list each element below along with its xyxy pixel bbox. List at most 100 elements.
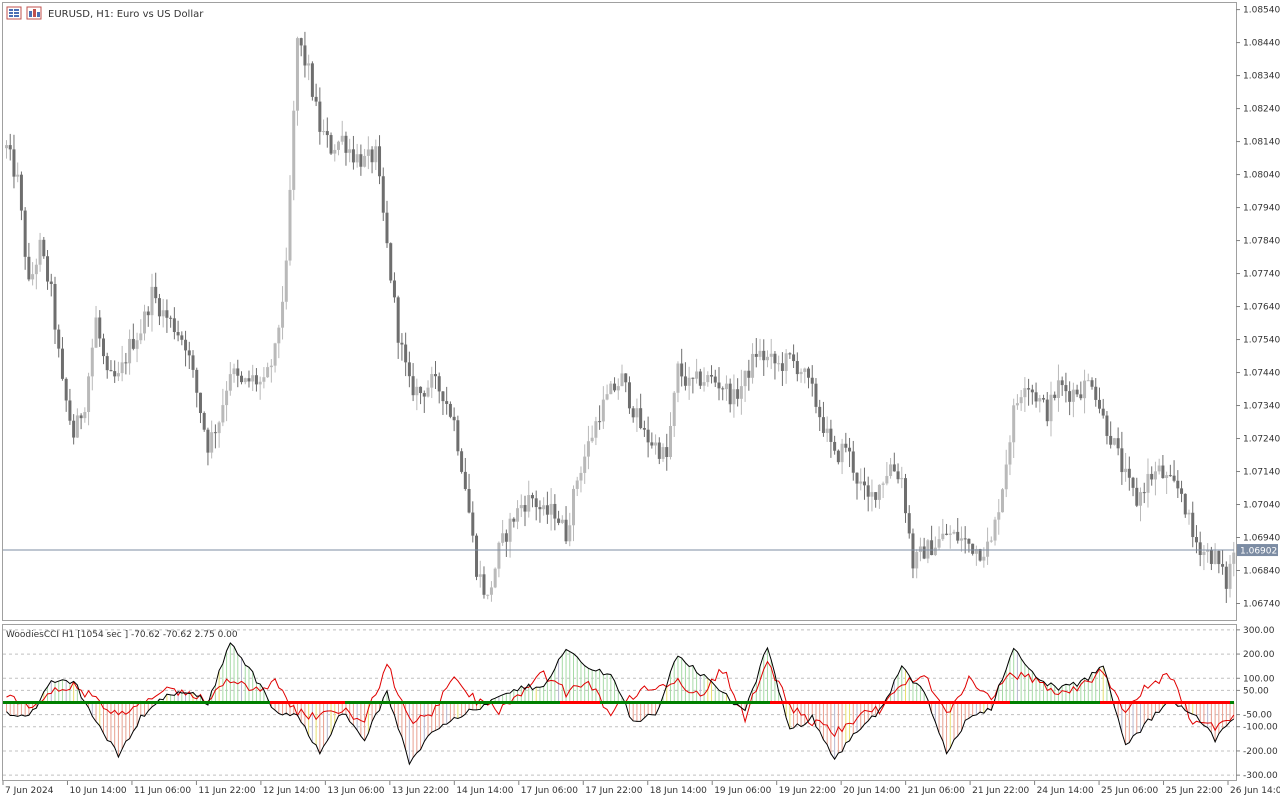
candle-body bbox=[157, 298, 161, 317]
candle-body bbox=[732, 389, 736, 405]
candle-body bbox=[109, 370, 113, 372]
candle-body bbox=[1042, 398, 1046, 400]
candle-body bbox=[948, 533, 952, 535]
candle-body bbox=[993, 519, 997, 541]
candle-body bbox=[952, 531, 956, 534]
candle-body bbox=[739, 386, 743, 399]
candle-body bbox=[695, 371, 699, 379]
time-tick-label: 17 Jun 06:00 bbox=[521, 786, 578, 796]
candle-body bbox=[918, 546, 922, 552]
candle-body bbox=[907, 513, 911, 534]
chart-bars-icon[interactable] bbox=[26, 6, 42, 20]
candle-body bbox=[46, 256, 50, 282]
candle-body bbox=[57, 329, 61, 349]
candle-body bbox=[601, 399, 605, 422]
candle-body bbox=[583, 456, 587, 473]
candle-body bbox=[38, 239, 42, 265]
candle-body bbox=[1161, 465, 1165, 479]
candle-body bbox=[5, 145, 8, 149]
candle-body bbox=[120, 362, 124, 374]
candle-body bbox=[1146, 473, 1150, 493]
candle-body bbox=[877, 484, 881, 500]
chart-settings-icon[interactable] bbox=[6, 6, 22, 20]
candle-body bbox=[243, 378, 247, 383]
candle-body bbox=[1198, 542, 1202, 555]
candle-body bbox=[825, 428, 829, 433]
price-pane[interactable] bbox=[2, 2, 1237, 621]
candle-body bbox=[668, 425, 672, 458]
candle-body bbox=[1120, 448, 1124, 473]
candle-body bbox=[176, 332, 180, 336]
candle-body bbox=[594, 421, 598, 438]
candle-body bbox=[225, 390, 229, 406]
candle-body bbox=[180, 335, 184, 340]
candle-body bbox=[161, 310, 165, 317]
price-tick-label: 1.07540 bbox=[1243, 336, 1280, 346]
price-tick-label: 1.07140 bbox=[1243, 468, 1280, 478]
price-axis: 1.08540 1.08440 1.08340 1.08240 1.08140 1.080… bbox=[1236, 6, 1280, 610]
candle-body bbox=[855, 472, 859, 484]
candle-body bbox=[1045, 399, 1049, 422]
time-tick-label: 13 Jun 22:00 bbox=[392, 786, 449, 796]
candle-body bbox=[795, 361, 799, 375]
candle-body bbox=[516, 508, 520, 522]
indicator-tick-label: -300.00 bbox=[1243, 771, 1278, 781]
candle-body bbox=[430, 374, 434, 388]
price-tick-label: 1.07040 bbox=[1243, 501, 1280, 511]
candle-body bbox=[799, 371, 803, 375]
candle-body bbox=[98, 317, 102, 339]
candle-body bbox=[344, 135, 348, 153]
candle-body bbox=[564, 519, 568, 542]
time-tick-label: 20 Jun 14:00 bbox=[843, 786, 900, 796]
candle-body bbox=[1105, 415, 1109, 436]
candle-body bbox=[273, 343, 277, 366]
candle-body bbox=[848, 447, 852, 452]
time-tick-label: 11 Jun 22:00 bbox=[198, 786, 255, 796]
candle-body bbox=[191, 355, 195, 370]
candle-body bbox=[810, 377, 814, 384]
time-tick-label: 11 Jun 06:00 bbox=[134, 786, 191, 796]
candle-body bbox=[1097, 399, 1101, 409]
candle-body bbox=[989, 540, 993, 542]
candle-body bbox=[1012, 405, 1016, 443]
candle-body bbox=[400, 342, 404, 345]
candle-body bbox=[1150, 473, 1154, 480]
candle-body bbox=[374, 146, 378, 163]
candle-body bbox=[336, 141, 340, 150]
candle-body bbox=[452, 416, 456, 421]
price-tick-label: 1.08240 bbox=[1243, 105, 1280, 115]
candle-body bbox=[437, 376, 441, 392]
candle-body bbox=[16, 174, 20, 177]
indicator-title: WoodiesCCI H1 [1054 sec ] -70.62 -70.62 … bbox=[6, 630, 238, 640]
candle-body bbox=[866, 485, 870, 497]
candle-body bbox=[1157, 465, 1161, 472]
candle-body bbox=[269, 365, 273, 368]
price-tick-label: 1.08140 bbox=[1243, 138, 1280, 148]
price-tick-label: 1.08440 bbox=[1243, 39, 1280, 49]
candle-body bbox=[441, 391, 445, 402]
candle-body bbox=[68, 400, 72, 421]
candle-body bbox=[941, 533, 945, 540]
candle-body bbox=[277, 327, 281, 344]
candle-body bbox=[433, 374, 437, 377]
candle-body bbox=[508, 518, 512, 542]
candle-body bbox=[8, 145, 12, 150]
candle-body bbox=[463, 471, 467, 490]
candle-body bbox=[851, 451, 855, 473]
candle-body bbox=[1183, 493, 1187, 515]
candle-body bbox=[530, 495, 534, 499]
candle-body bbox=[407, 362, 411, 377]
candle-body bbox=[900, 478, 904, 480]
candle-body bbox=[195, 369, 199, 393]
candle-body bbox=[1131, 477, 1135, 488]
candle-body bbox=[105, 356, 109, 371]
candle-body bbox=[1224, 566, 1228, 589]
time-tick-label: 25 Jun 06:00 bbox=[1101, 786, 1158, 796]
candle-body bbox=[206, 429, 210, 453]
candle-body bbox=[475, 535, 479, 577]
candle-body bbox=[758, 350, 762, 357]
candle-body bbox=[489, 587, 493, 595]
candle-body bbox=[676, 363, 680, 393]
candle-body bbox=[389, 243, 393, 281]
